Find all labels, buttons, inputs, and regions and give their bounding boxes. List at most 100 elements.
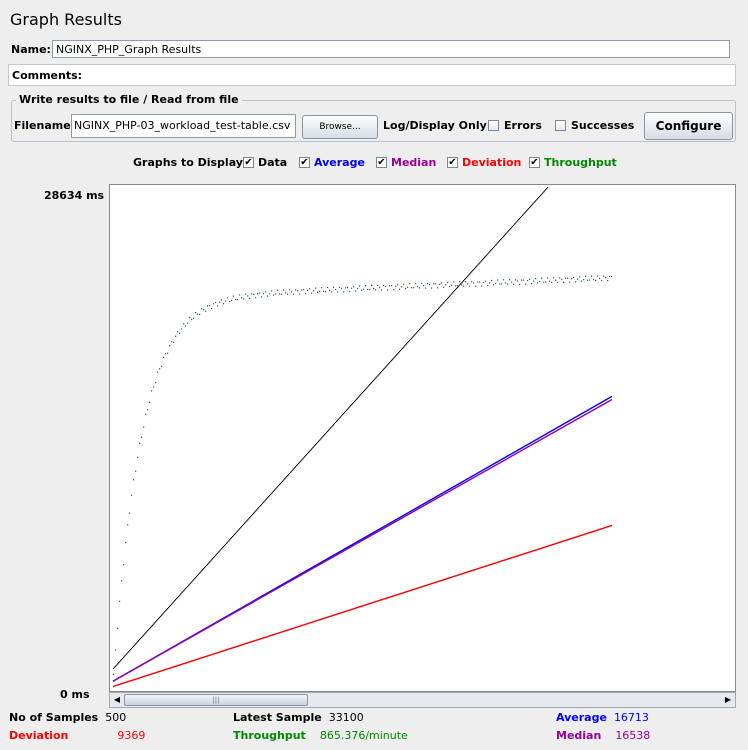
data-point: [225, 543, 227, 545]
data-point: [476, 265, 478, 267]
configure-button[interactable]: Configure: [644, 112, 733, 140]
median-label[interactable]: Median: [391, 156, 437, 169]
data-point: [419, 328, 421, 331]
browse-button[interactable]: Browse...: [302, 115, 378, 139]
horizontal-scrollbar[interactable]: ◀ ||| ▶: [109, 692, 736, 708]
throughput-point: [531, 283, 533, 285]
throughput-point: [125, 541, 127, 544]
throughput-point: [427, 283, 429, 285]
data-point: [122, 657, 124, 660]
throughput-point: [417, 286, 419, 288]
throughput-point: [359, 285, 361, 287]
data-point: [120, 660, 122, 662]
data-label[interactable]: Data: [258, 156, 288, 169]
throughput-point: [305, 293, 307, 295]
throughput-point: [129, 512, 131, 514]
data-checkbox[interactable]: ✔: [243, 157, 254, 168]
data-point: [516, 221, 518, 223]
data-point: [180, 593, 182, 595]
throughput-point: [333, 286, 335, 288]
comments-field[interactable]: Comments:: [8, 64, 736, 86]
throughput-point: [579, 276, 581, 278]
data-point: [163, 612, 165, 614]
filename-input[interactable]: NGINX_PHP-03_workload_test-table.csv: [71, 114, 296, 138]
data-point: [306, 453, 308, 456]
throughput-point: [483, 281, 485, 284]
file-panel-legend: Write results to file / Read from file: [16, 93, 242, 106]
data-point: [173, 601, 175, 603]
throughput-point: [369, 288, 371, 291]
data-point: [364, 389, 366, 391]
throughput-point: [209, 305, 211, 307]
throughput-point: [355, 290, 357, 292]
throughput-point: [187, 322, 189, 324]
deviation-label[interactable]: Deviation: [462, 156, 522, 169]
successes-label[interactable]: Successes: [571, 119, 635, 132]
throughput-point: [159, 368, 161, 370]
errors-checkbox[interactable]: [488, 120, 499, 131]
data-point: [284, 478, 286, 480]
throughput-label[interactable]: Throughput: [544, 156, 617, 169]
scroll-left-arrow-icon[interactable]: ◀: [113, 695, 121, 704]
data-point: [546, 188, 548, 190]
data-point: [515, 222, 517, 224]
throughput-point: [321, 287, 323, 289]
throughput-point: [201, 308, 203, 310]
throughput-point: [383, 284, 385, 287]
data-point: [545, 189, 547, 191]
data-point: [420, 327, 422, 329]
throughput-point: [511, 281, 513, 283]
throughput-point: [379, 286, 381, 289]
data-point: [524, 212, 526, 214]
data-point: [506, 232, 508, 234]
throughput-point: [213, 303, 215, 305]
data-point: [181, 592, 183, 594]
throughput-point: [509, 279, 511, 281]
errors-label[interactable]: Errors: [504, 119, 542, 132]
data-point: [138, 640, 140, 642]
throughput-point: [405, 287, 407, 290]
throughput-point: [591, 275, 593, 277]
data-point: [126, 653, 128, 655]
throughput-point: [397, 284, 399, 286]
data-point: [418, 329, 420, 332]
scroll-right-arrow-icon[interactable]: ▶: [724, 695, 732, 704]
data-point: [445, 300, 447, 302]
average-label[interactable]: Average: [314, 156, 365, 169]
data-point: [159, 616, 161, 619]
name-input[interactable]: [52, 40, 730, 58]
data-point: [542, 192, 544, 194]
data-point: [490, 250, 492, 252]
data-point: [498, 241, 500, 243]
scroll-thumb[interactable]: |||: [124, 694, 308, 706]
throughput-point: [167, 352, 169, 354]
throughput-point: [265, 291, 267, 293]
throughput-point: [507, 283, 509, 285]
deviation-checkbox[interactable]: ✔: [447, 157, 458, 168]
median-checkbox[interactable]: ✔: [376, 157, 387, 168]
data-point: [246, 520, 248, 522]
throughput-point: [137, 456, 139, 459]
throughput-point: [607, 279, 609, 282]
data-point: [394, 356, 396, 358]
data-point: [127, 652, 129, 654]
data-point: [366, 387, 368, 389]
data-point: [305, 455, 307, 457]
data-point: [256, 509, 258, 511]
average-checkbox[interactable]: ✔: [299, 157, 310, 168]
data-point: [313, 446, 315, 448]
successes-checkbox[interactable]: [555, 120, 566, 131]
data-point: [397, 353, 399, 355]
data-point: [324, 434, 326, 436]
data-point: [136, 642, 138, 644]
data-point: [224, 544, 226, 547]
throughput-point: [503, 279, 505, 281]
data-point: [396, 354, 398, 356]
throughput-point: [331, 291, 333, 293]
data-point: [447, 297, 449, 299]
throughput-point: [275, 293, 277, 295]
throughput-checkbox[interactable]: ✔: [529, 157, 540, 168]
throughput-point: [367, 288, 369, 291]
data-point: [336, 420, 338, 422]
throughput-point: [587, 279, 589, 281]
